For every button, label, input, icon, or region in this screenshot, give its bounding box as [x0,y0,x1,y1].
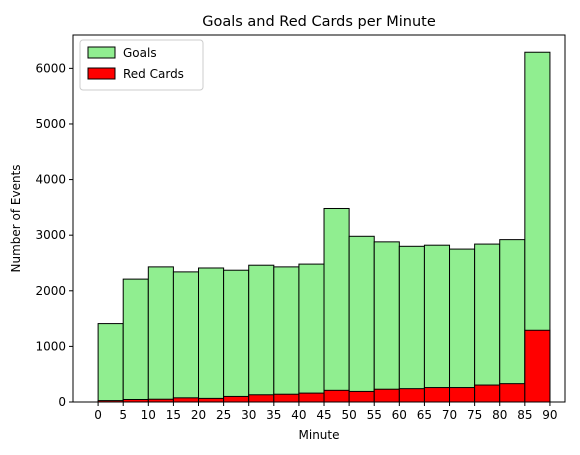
goals-bar [474,243,501,403]
red-cards-bar [499,383,526,403]
y-tick-label: 6000 [35,61,66,75]
goals-bar [147,266,174,403]
x-tick-label: 75 [467,408,482,422]
y-tick-label: 1000 [35,339,66,353]
x-tick-label: 5 [119,408,127,422]
goals-bar [248,264,275,403]
x-tick-label: 60 [392,408,407,422]
red-cards-bar [172,397,200,403]
goals-bar [449,248,476,403]
red-cards-bar [323,389,350,403]
x-tick-label: 85 [517,408,532,422]
x-tick-label: 55 [367,408,382,422]
x-tick-label: 0 [94,408,102,422]
legend-swatch-goals [87,46,116,59]
x-tick-label: 40 [291,408,306,422]
y-axis-label: Number of Events [9,164,23,272]
y-axis: 0 1000 2000 3000 4000 5000 6000 [35,61,73,409]
y-tick-label: 2000 [35,284,66,298]
goals-bar [373,241,400,403]
x-tick-label: 65 [417,408,432,422]
x-tick-label: 80 [492,408,507,422]
y-tick-label: 4000 [35,173,66,187]
goals-bar [223,269,250,403]
x-tick-label: 15 [166,408,181,422]
x-tick-label: 25 [216,408,231,422]
y-tick-label: 5000 [35,117,66,131]
y-tick-label: 3000 [35,228,66,242]
x-axis-label: Minute [299,428,340,442]
x-tick-label: 45 [316,408,331,422]
x-axis: 0 5 10 15 20 25 30 35 40 45 50 55 60 65 70 75 80 85 90 [94,402,558,422]
legend-label-goals: Goals [123,46,157,60]
plot-frame [72,34,566,403]
goals-bar [97,323,124,403]
red-cards-bar [474,384,501,403]
red-cards-bar [449,387,476,403]
red-cards-bar [198,397,225,403]
x-tick-label: 35 [266,408,281,422]
red-cards-bar [298,392,325,403]
x-tick-label: 70 [442,408,457,422]
goals-bar [198,267,225,403]
goals-bar [398,245,425,403]
red-cards-bar [248,394,275,403]
red-cards-bar [398,388,425,403]
chart-title: Goals and Red Cards per Minute [202,14,436,30]
red-cards-bar [524,329,551,403]
goals-bar [172,271,200,403]
goals-bar [348,235,375,403]
red-cards-bar [373,388,400,403]
x-tick-label: 10 [141,408,156,422]
goals-bars [97,51,551,403]
red-cards-bar [223,395,250,403]
x-tick-label: 20 [191,408,206,422]
red-cards-bar [273,393,300,403]
goals-bar [298,263,325,403]
goals-bar [273,266,300,403]
x-tick-label: 90 [542,408,557,422]
red-cards-bar [423,387,451,403]
goals-bar [499,239,526,403]
legend: Goals Red Cards [79,39,204,91]
x-tick-label: 30 [241,408,256,422]
goals-bar [122,278,149,403]
legend-swatch-red-cards [87,67,116,80]
goals-bar [423,244,451,403]
red-cards-bar [348,390,375,403]
y-tick-label: 0 [58,395,66,409]
goals-bar [323,207,350,403]
legend-label-red-cards: Red Cards [123,67,184,81]
x-tick-label: 50 [341,408,356,422]
